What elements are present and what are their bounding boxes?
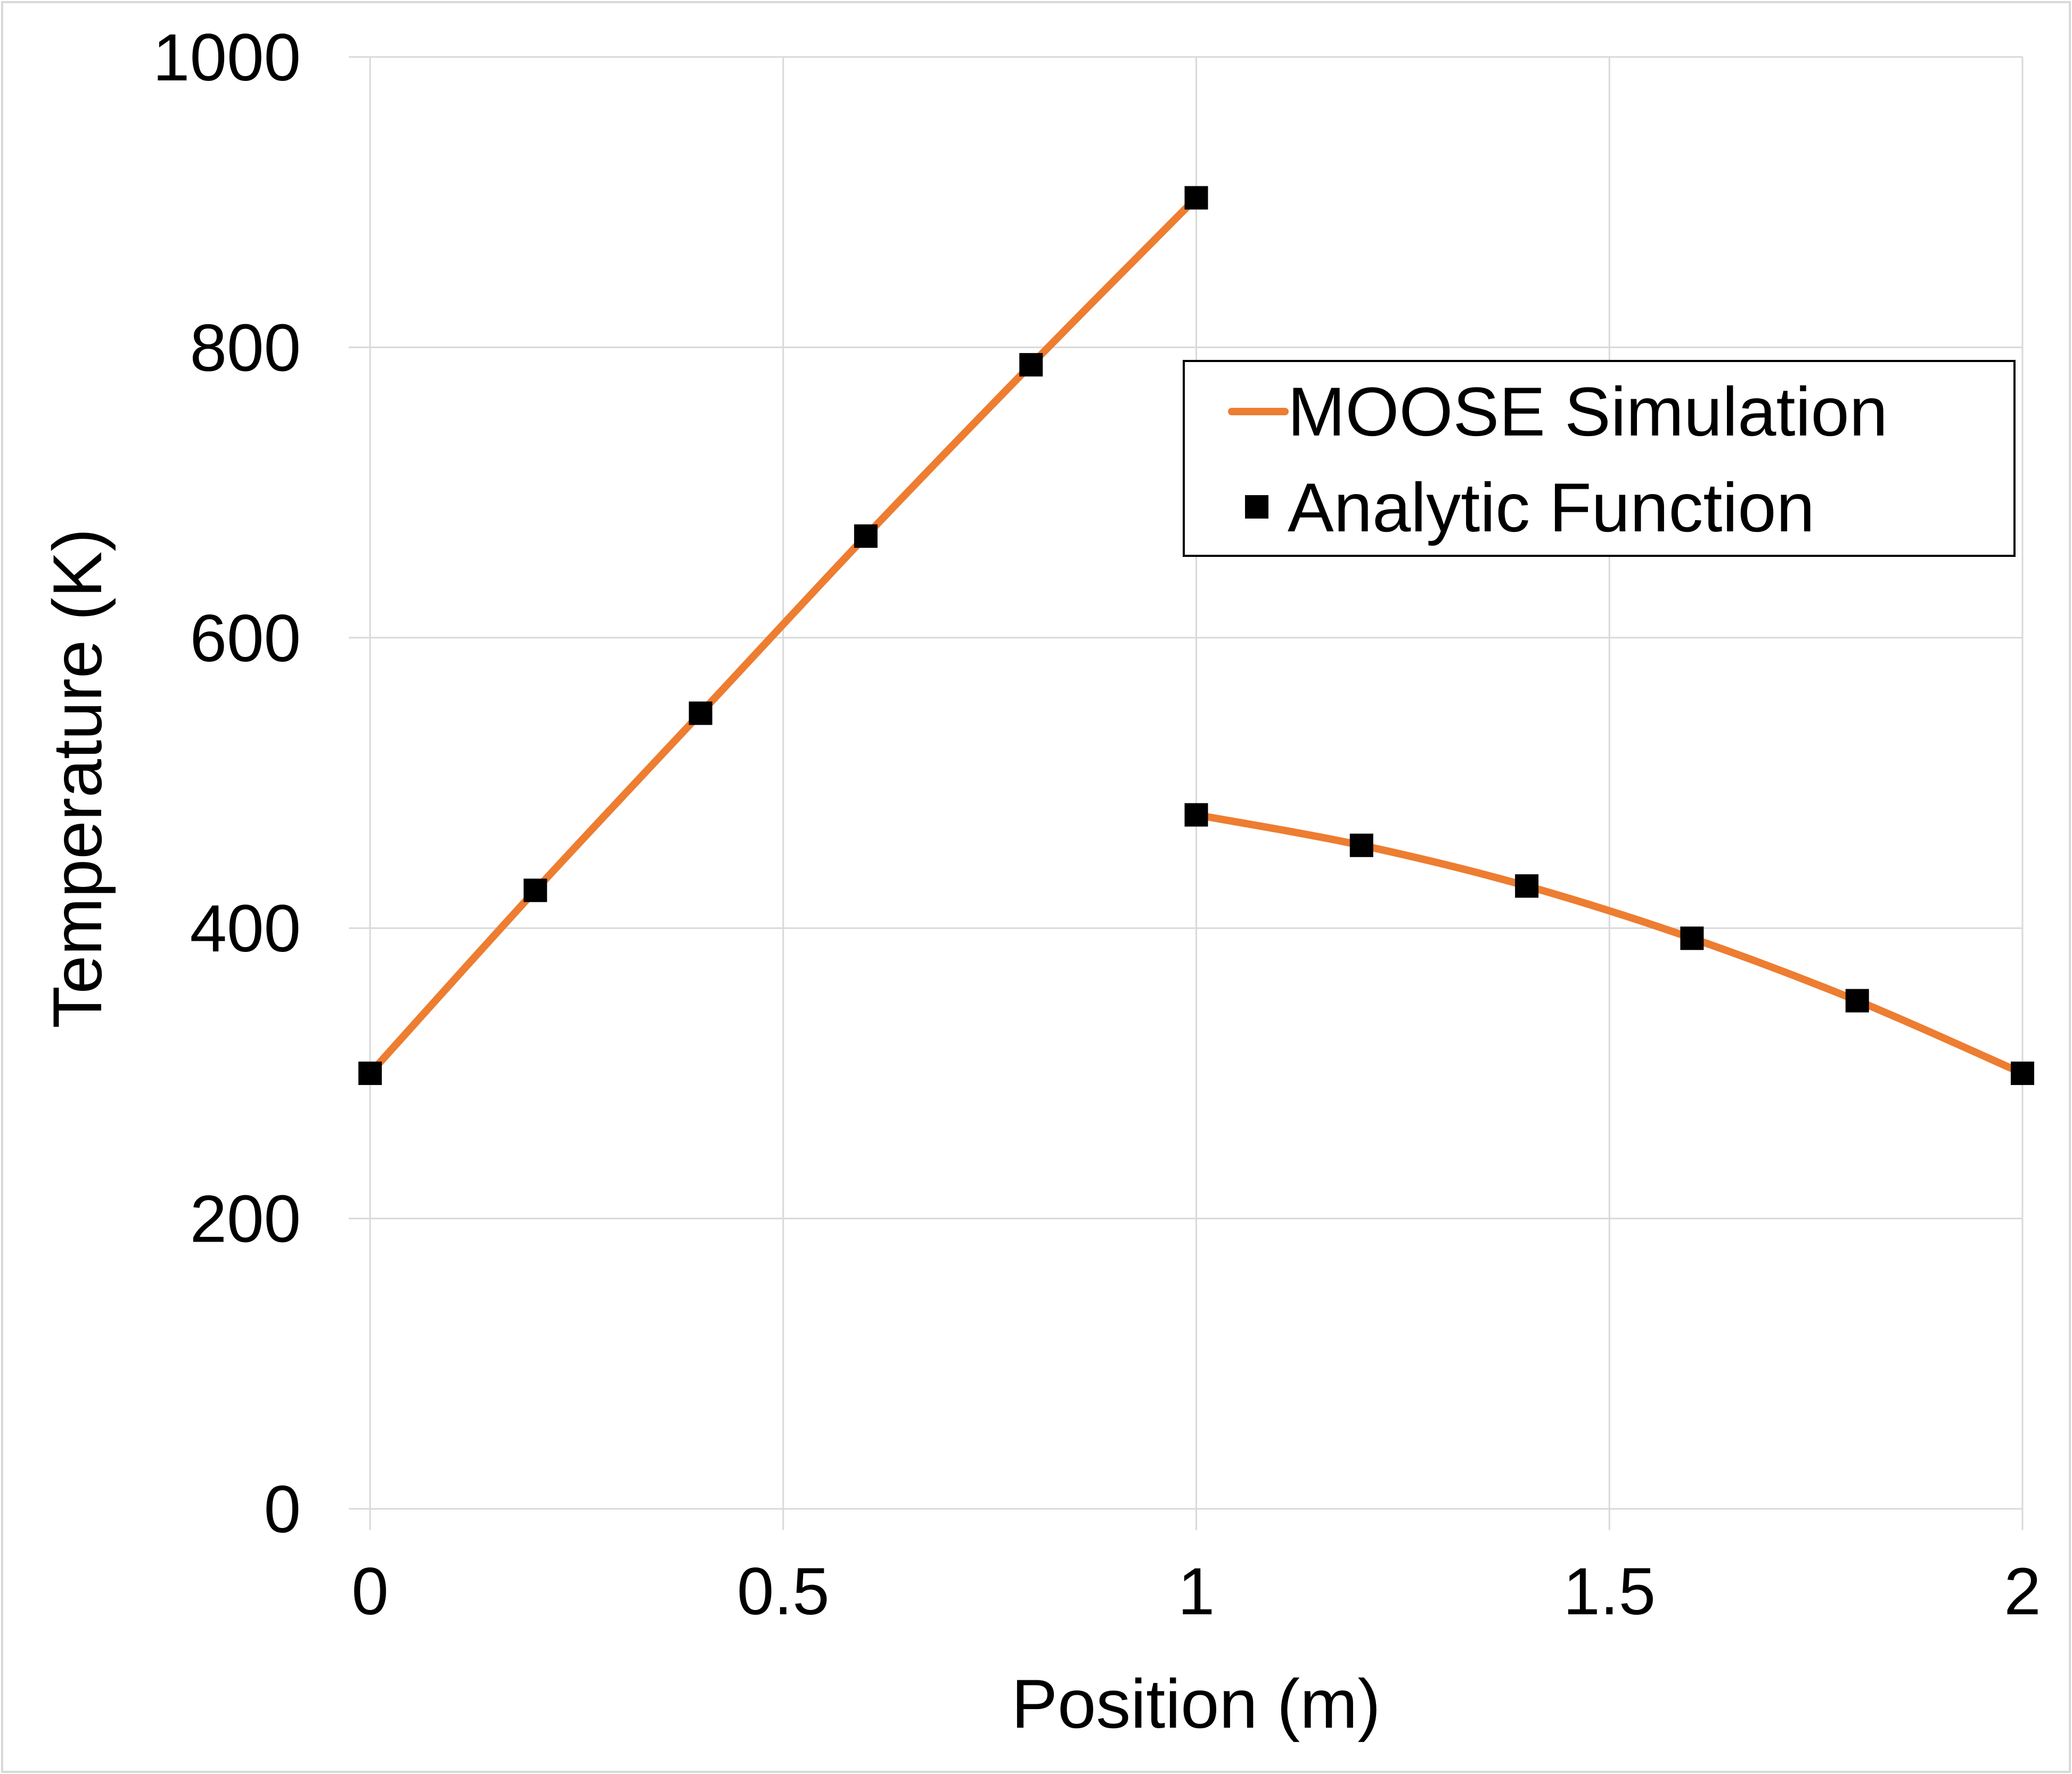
moose-simulation-line-segment [1192, 811, 2026, 1077]
x-tick-label: 2 [2004, 1555, 2041, 1629]
x-tick-labels: 0 0.5 1 1.5 2 [351, 1555, 2041, 1629]
legend-marker-swatch [1245, 495, 1268, 519]
analytic-function-marker [1184, 186, 1208, 210]
y-tick-label: 1000 [153, 21, 301, 95]
x-tick-label: 1.5 [1563, 1555, 1656, 1629]
analytic-function-marker [358, 1061, 382, 1085]
gridlines [349, 56, 2024, 1530]
y-tick-label: 0 [264, 1473, 301, 1547]
analytic-function-marker [689, 701, 712, 725]
moose-simulation-line-segment [366, 194, 1200, 1077]
analytic-function-marker [2011, 1061, 2034, 1085]
x-tick-label: 1 [1178, 1555, 1215, 1629]
y-tick-label: 200 [190, 1182, 301, 1256]
legend-label-moose: MOOSE Simulation [1288, 373, 1888, 450]
analytic-function-marker [1680, 926, 1704, 950]
analytic-function-marker [523, 878, 547, 902]
series-markers [358, 186, 2034, 1085]
analytic-function-marker [854, 524, 878, 548]
y-axis-title: Temperature (K) [38, 528, 116, 1028]
y-tick-label: 800 [190, 311, 301, 385]
x-axis-title: Position (m) [1011, 1665, 1380, 1743]
analytic-function-marker [1515, 874, 1539, 898]
analytic-function-marker [1184, 803, 1208, 827]
x-tick-label: 0 [351, 1555, 389, 1629]
analytic-function-marker [1845, 989, 1869, 1013]
y-tick-label: 400 [190, 892, 301, 966]
series-lines [366, 194, 2026, 1077]
legend-box [1183, 360, 2016, 557]
analytic-function-marker [1019, 353, 1043, 377]
legend-label-analytic: Analytic Function [1288, 469, 1815, 546]
x-tick-label: 0.5 [737, 1555, 830, 1629]
analytic-function-marker [1349, 833, 1373, 857]
y-tick-labels: 0 200 400 600 800 1000 [153, 21, 301, 1547]
y-tick-label: 600 [190, 602, 301, 676]
legend: MOOSE Simulation Analytic Function [1183, 360, 2016, 557]
